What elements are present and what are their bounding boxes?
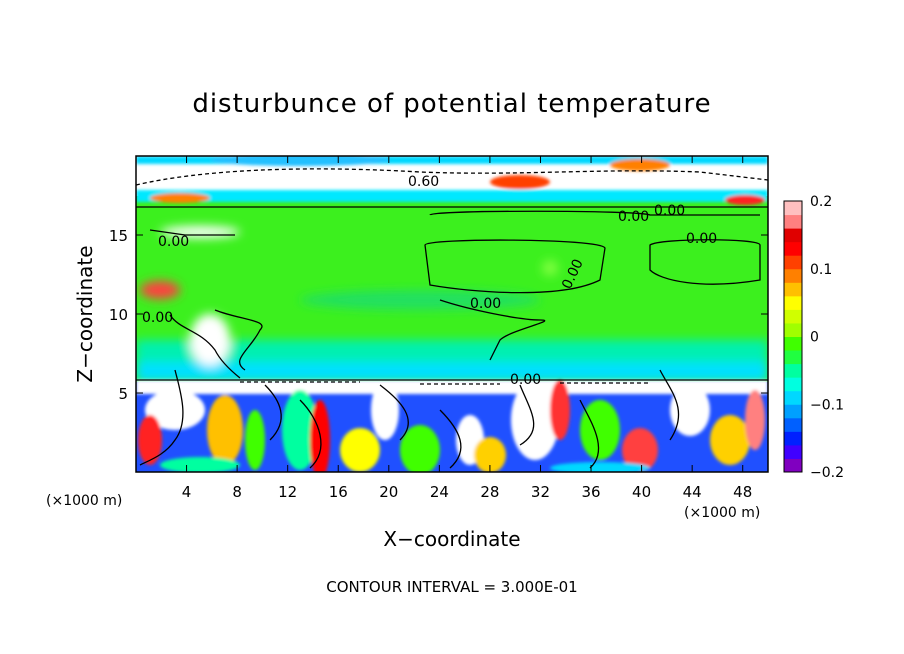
colorbar-ticks: 0.2 0.1 0 −0.1 −0.2 (810, 194, 844, 481)
contour-label: 0.00 (142, 310, 173, 326)
colorbar-swatch (784, 390, 802, 405)
x-tick-label: 36 (581, 483, 600, 501)
x-tick-label: 24 (430, 483, 449, 501)
colorbar-swatch (784, 201, 802, 216)
colorbar-swatch (784, 350, 802, 365)
colorbar-tick-label: 0.1 (810, 262, 832, 278)
x-tick-label: 48 (733, 483, 752, 501)
colorbar-swatch (784, 444, 802, 459)
colorbar-swatch (784, 309, 802, 324)
x-tick-label: 28 (480, 483, 499, 501)
x-axis: 4 8 12 16 20 24 28 32 36 40 44 48 (182, 156, 752, 501)
contour-label: 0.00 (686, 231, 717, 247)
colorbar-swatch (784, 282, 802, 297)
x-tick-label: 8 (232, 483, 242, 501)
colorbar-tick-label: −0.2 (810, 465, 844, 481)
colorbar-swatch (784, 295, 802, 310)
x-tick-label: 40 (632, 483, 651, 501)
colorbar-tick-label: −0.1 (810, 397, 844, 413)
colorbar-swatch (784, 268, 802, 283)
colorbar-swatch (784, 255, 802, 270)
x-tick-label: 12 (278, 483, 297, 501)
y-axis: 5 10 15 (109, 227, 768, 403)
x-tick-label: 16 (329, 483, 348, 501)
colorbar-swatch (784, 241, 802, 256)
contour-label: 0.00 (470, 296, 501, 312)
x-unit-label-left: (×1000 m) (46, 493, 122, 509)
lower-turbulence (136, 380, 768, 472)
x-tick-label: 4 (182, 483, 192, 501)
x-tick-label: 44 (683, 483, 702, 501)
y-tick-label: 5 (118, 385, 128, 403)
contour-label: 0.60 (408, 174, 439, 190)
colorbar-swatch (784, 417, 802, 432)
plot-area (136, 156, 768, 472)
x-tick-label: 20 (379, 483, 398, 501)
y-tick-label: 15 (109, 227, 128, 245)
colorbar-swatch (784, 363, 802, 378)
colorbar-swatch (784, 458, 802, 473)
colorbar-frame (783, 200, 803, 473)
chart-title: disturbunce of potential temperature (192, 89, 711, 119)
colorbar-tick-label: 0 (810, 330, 819, 346)
colorbar-swatch (784, 377, 802, 392)
colorbar-swatch (784, 322, 802, 337)
mid-field (136, 226, 768, 382)
colorbar-tick-label: 0.2 (810, 194, 832, 210)
y-axis-label: Z−coordinate (73, 245, 97, 382)
upper-band-colors (136, 156, 768, 205)
colorbar-swatch (784, 214, 802, 229)
x-tick-label: 32 (531, 483, 550, 501)
colorbar-swatch (784, 228, 802, 243)
colorbar-swatch (784, 431, 802, 446)
colorbar (783, 200, 803, 473)
contour-interval-note: CONTOUR INTERVAL = 3.000E-01 (326, 578, 577, 596)
contour-label: 0.00 (618, 209, 649, 225)
x-axis-label: X−coordinate (383, 527, 520, 551)
y-tick-label: 10 (109, 306, 128, 324)
contour-label: 0.00 (158, 234, 189, 250)
colorbar-swatch (784, 336, 802, 351)
colorbar-swatch (784, 404, 802, 419)
contour-label: 0.00 (654, 203, 685, 219)
contour-label: 0.00 (510, 372, 541, 388)
contour-lines (136, 168, 768, 469)
x-unit-label-right: (×1000 m) (684, 505, 760, 521)
